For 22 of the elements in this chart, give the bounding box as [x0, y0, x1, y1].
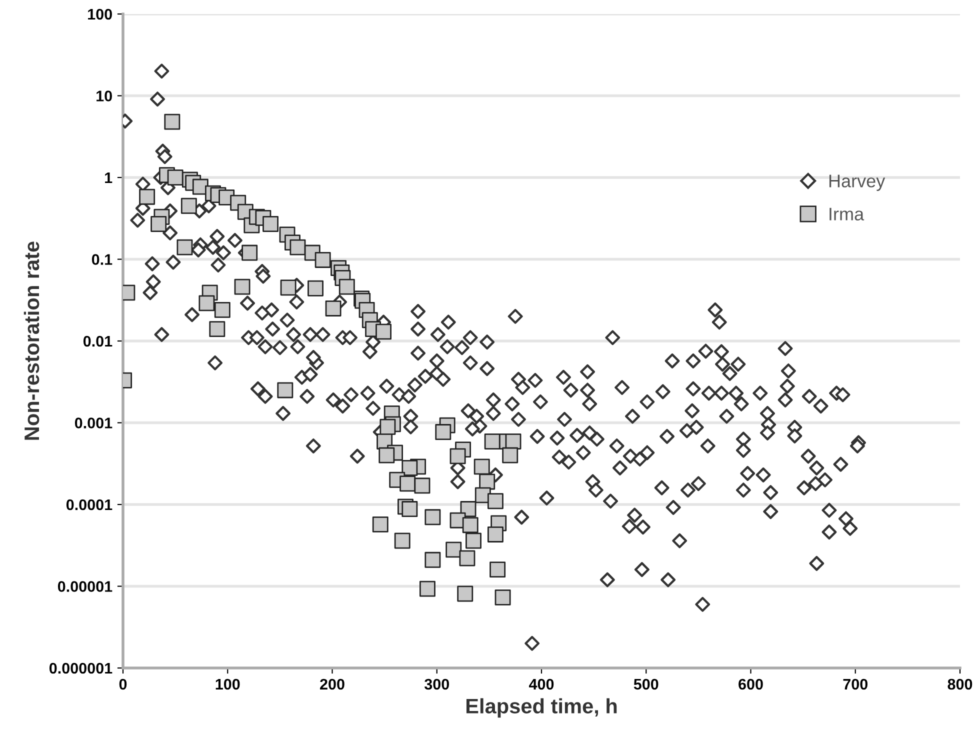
x-tick-label: 700 [843, 678, 868, 690]
x-tick-label: 100 [216, 678, 240, 690]
x-tick-label: 500 [634, 678, 658, 690]
x-tick-label: 300 [424, 678, 449, 690]
x-axis-title: Elapsed time, h [466, 698, 617, 718]
x-tick-label: 600 [738, 678, 763, 690]
y-tick-label: 0.001 [74, 418, 112, 428]
y-tick-label: 1 [105, 172, 112, 184]
legend-label: Irma [830, 208, 864, 220]
x-tick-label: 400 [528, 678, 554, 690]
legend-label: Harvey [829, 174, 886, 191]
y-tick-label: 0.0001 [66, 499, 112, 510]
y-axis-title: Non-restoration rate [24, 242, 40, 440]
y-tick-label: 0.00001 [58, 581, 112, 592]
y-tick-label: 0.000001 [49, 662, 112, 674]
x-tick-label: 200 [320, 678, 344, 690]
y-tick-label: 100 [88, 8, 112, 20]
x-tick-label: 0 [119, 678, 127, 690]
y-tick-label: 10 [96, 90, 112, 102]
y-tick-label: 0.1 [92, 254, 112, 265]
y-tick-label: 0.01 [83, 336, 112, 347]
x-tick-label: 800 [948, 678, 972, 690]
